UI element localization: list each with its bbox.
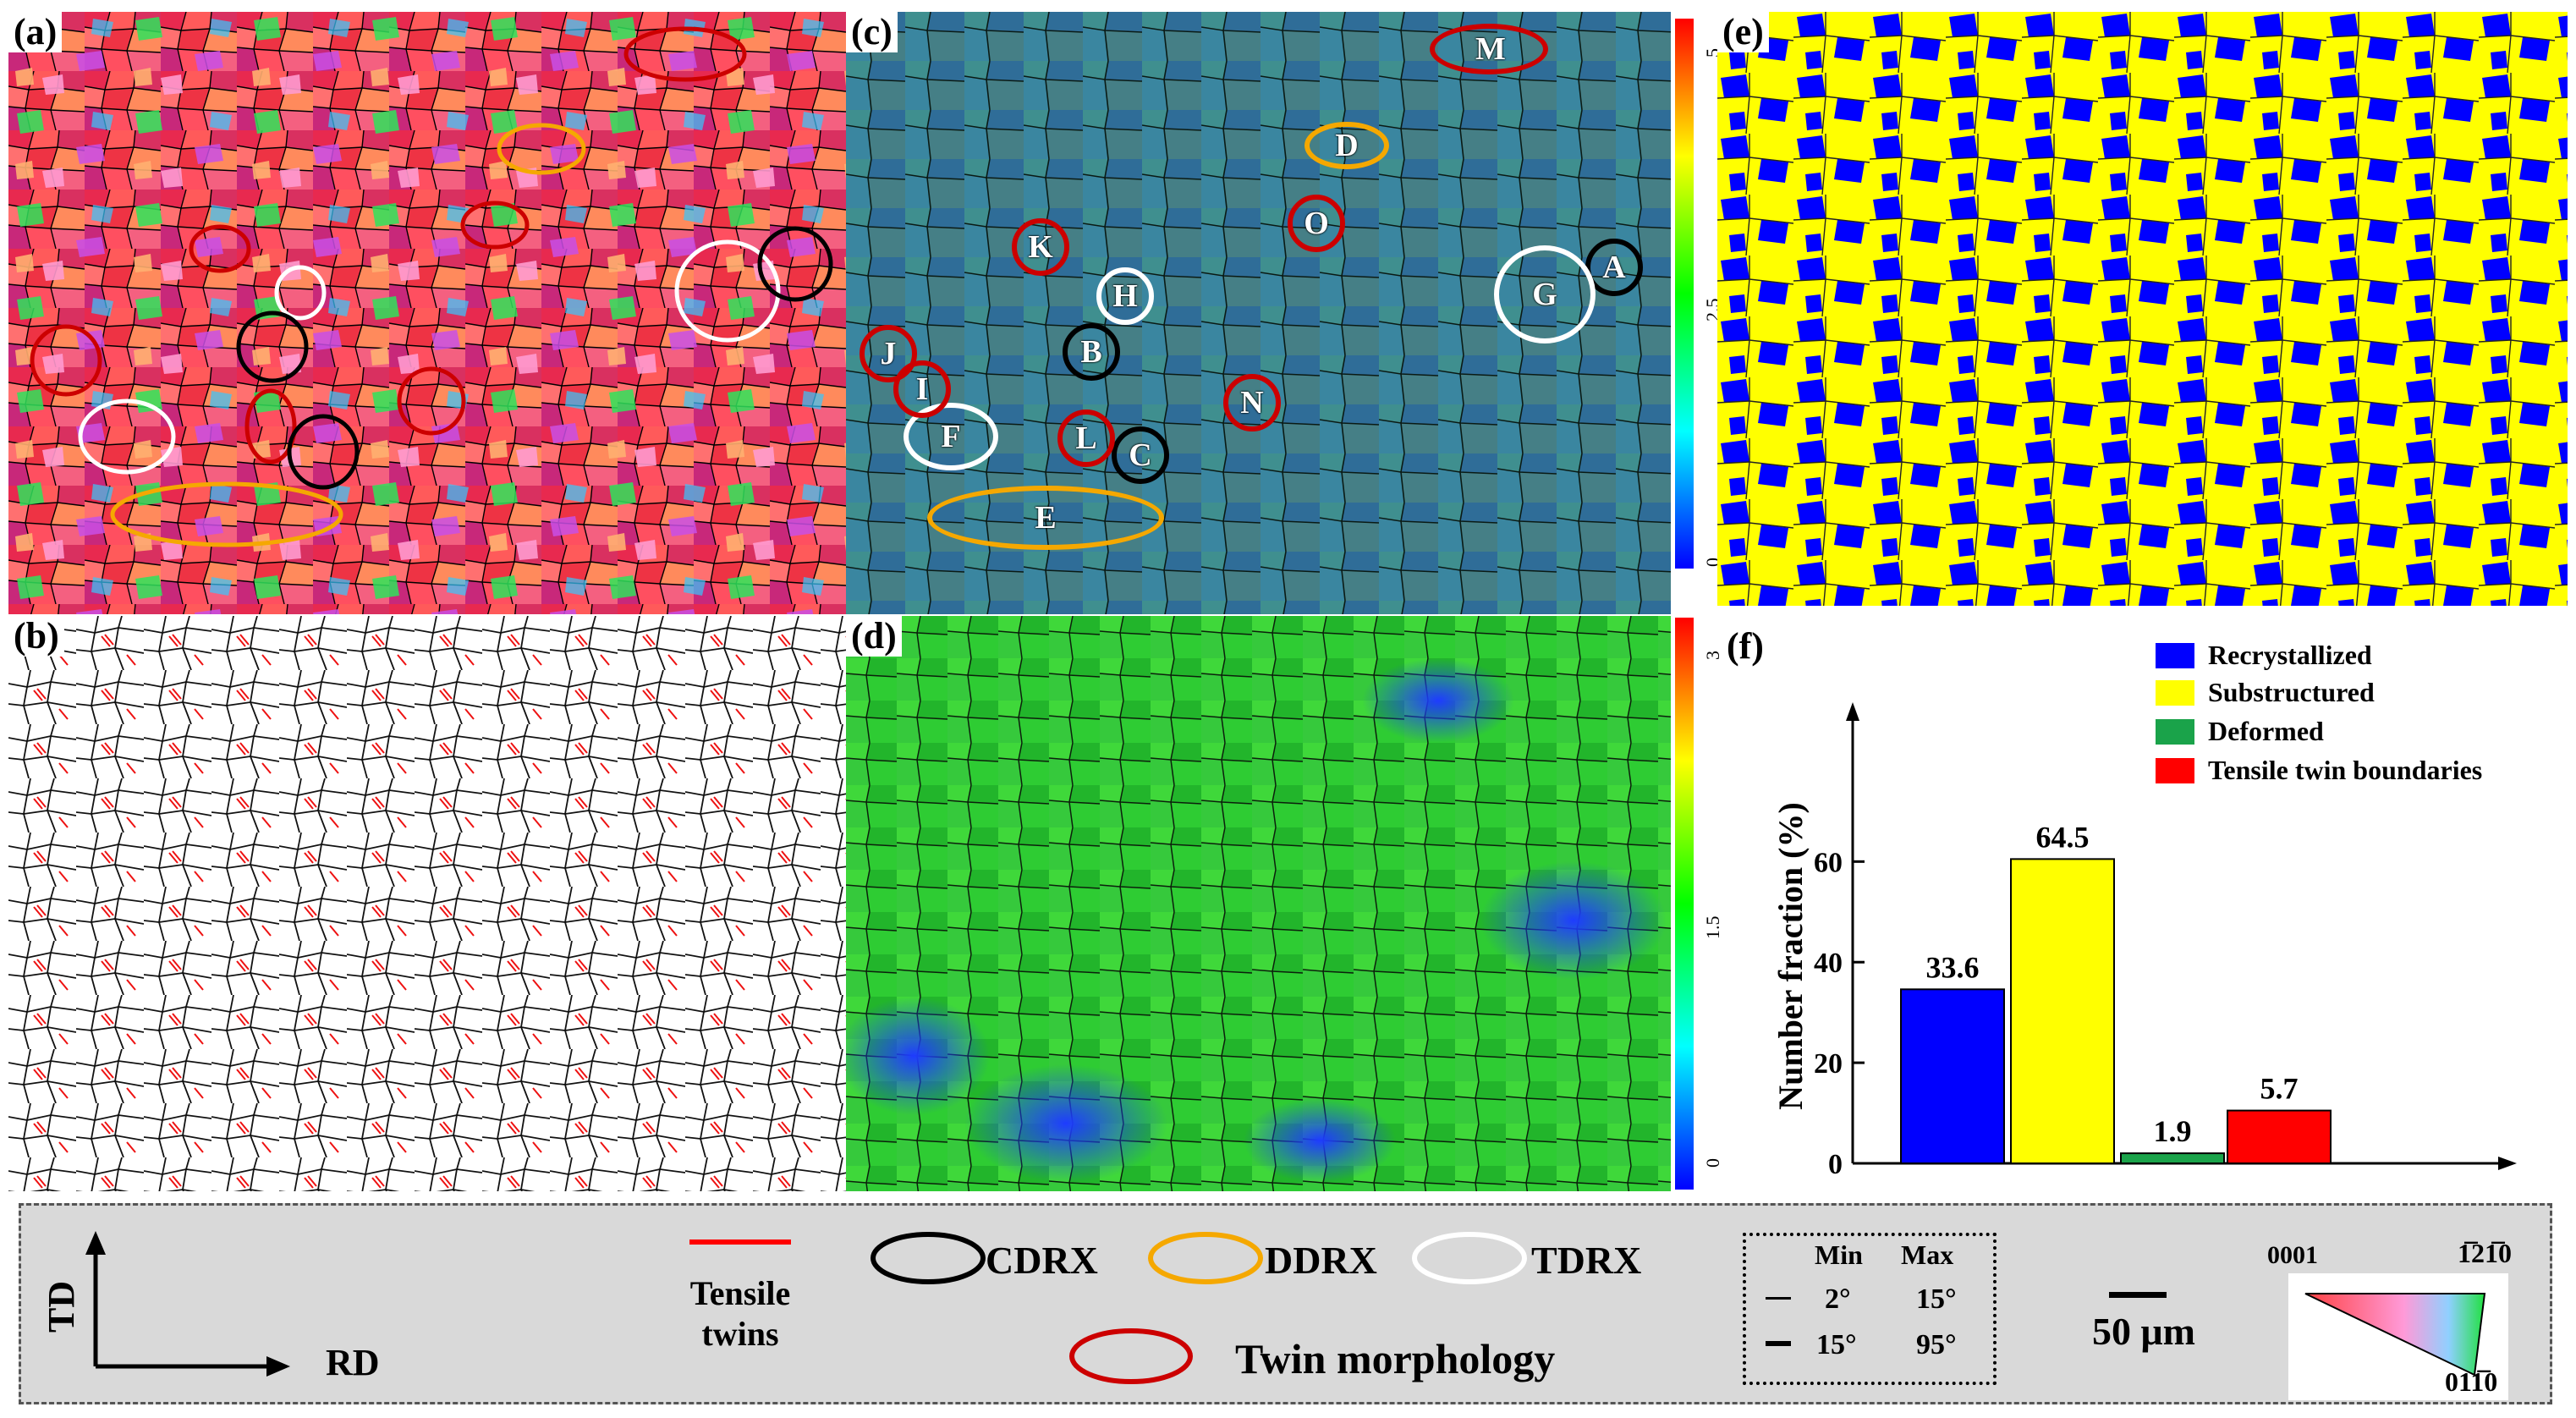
- legend-label-deformed: Deformed: [2208, 716, 2324, 746]
- marker-ring-J: [860, 325, 917, 382]
- marker-label-E: E: [1035, 500, 1057, 536]
- tensile-twins-line: [689, 1239, 791, 1245]
- bar-substructured: [2010, 858, 2115, 1164]
- row2-max: 95°: [1916, 1329, 1957, 1360]
- twin-morphology-label: Twin morphology: [1235, 1335, 1556, 1382]
- marker-ring-H: [1096, 267, 1154, 325]
- y-tick-label-0: 0: [1828, 1149, 1843, 1180]
- chart-f-svg: Number fraction (%) 0 20 40 60 33.6 64.5 1.9 5.…: [1771, 702, 2517, 1180]
- ipf-0110-label: 011̅0: [2445, 1366, 2498, 1397]
- marker-ring-O: [1288, 195, 1345, 252]
- scale-label: 50 μm: [2092, 1310, 2195, 1353]
- chart-f: Number fraction (%) 0 20 40 60 33.6 64.5 1.9 5.…: [1726, 618, 2572, 1201]
- panel-e-map: (e): [1717, 12, 2568, 606]
- bar-value-label-1: 64.5: [2036, 820, 2090, 854]
- marker-ring-L: [1057, 409, 1115, 467]
- legend-swatch-deformed: [2156, 719, 2194, 745]
- legend-label-substructured: Substructured: [2208, 677, 2375, 707]
- panel-d-label: (d): [846, 616, 902, 657]
- panel-d-map: (d): [846, 616, 1671, 1191]
- ipf-0001-label: 0001: [2267, 1241, 2318, 1269]
- bar-value-label-2: 1.9: [2154, 1114, 2192, 1148]
- marker-label-C: C: [1129, 437, 1152, 473]
- colorbar-c: [1675, 19, 1694, 569]
- marker-label-L: L: [1075, 420, 1097, 456]
- scale-bar: [2109, 1292, 2167, 1298]
- panel-b-label: (b): [8, 616, 64, 657]
- marker-ring-G: [1494, 245, 1596, 344]
- marker-ring-E: [927, 486, 1164, 550]
- panel-b-boundary-map: (b): [8, 616, 854, 1191]
- panel-e-label: (e): [1717, 12, 1769, 52]
- marker-label-J: J: [880, 336, 897, 371]
- y-tick-label-20: 20: [1814, 1048, 1843, 1080]
- colorbar-d-tick-0: 0: [1702, 1158, 1723, 1168]
- ddrx-label: DDRX: [1265, 1239, 1377, 1282]
- panel-e-svg: [1717, 12, 2568, 606]
- rd-label: RD: [326, 1342, 380, 1383]
- marker-ring-A: [1585, 239, 1643, 296]
- marker-label-A: A: [1602, 250, 1626, 285]
- legend-label-twin: Tensile twin boundaries: [2208, 755, 2483, 785]
- marker-label-M: M: [1475, 31, 1506, 67]
- bar-recrystallized: [1900, 988, 2005, 1165]
- legend-swatch-substructured: [2156, 680, 2194, 706]
- tdrx-label: TDRX: [1531, 1239, 1642, 1282]
- panel-a-label: (a): [8, 12, 63, 52]
- panel-b-svg: [8, 616, 854, 1191]
- panel-c-label: (c): [846, 12, 898, 52]
- panel-a-ipf-map: (a): [8, 12, 854, 614]
- row2-min: 15°: [1816, 1329, 1857, 1360]
- td-label: TD: [41, 1280, 82, 1333]
- legend-swatch-twin: [2156, 758, 2194, 783]
- marker-label-K: K: [1028, 229, 1053, 265]
- marker-label-O: O: [1304, 206, 1329, 241]
- panel-d-svg: [846, 616, 1671, 1191]
- legend-label-recrystallized: Recrystallized: [2208, 640, 2372, 670]
- max-label: Max: [1901, 1239, 1954, 1270]
- marker-ring-I: [893, 360, 951, 418]
- marker-label-B: B: [1080, 334, 1102, 370]
- marker-label-I: I: [915, 371, 929, 407]
- td-rd-axes: [85, 1231, 290, 1377]
- x-axis-arrow: [2498, 1157, 2517, 1170]
- min-label: Min: [1815, 1239, 1863, 1270]
- legend-swatch-recrystallized: [2156, 643, 2194, 668]
- marker-ring-F: [904, 403, 998, 470]
- cdrx-label: CDRX: [986, 1239, 1098, 1282]
- misorientation-box: [1743, 1233, 1997, 1385]
- marker-label-H: H: [1112, 278, 1138, 314]
- drx-legend-ellipses: [871, 1232, 1527, 1384]
- bar-value-label-0: 33.6: [1926, 950, 1980, 984]
- row1-min: 2°: [1825, 1283, 1851, 1315]
- y-axis-arrow: [1846, 702, 1859, 721]
- marker-ring-C: [1112, 426, 1169, 484]
- marker-ring-B: [1063, 323, 1120, 381]
- bar-value-label-3: 5.7: [2260, 1072, 2299, 1106]
- thick-line-sample: [1766, 1341, 1791, 1346]
- marker-ring-M: [1430, 24, 1548, 74]
- marker-label-D: D: [1335, 128, 1359, 163]
- panel-a-svg: [8, 12, 854, 614]
- legend-strip: TD RD Tensile twins CDRX DDRX TDRX Twin …: [19, 1203, 2552, 1404]
- thin-line-sample: [1766, 1297, 1791, 1300]
- ipf-1210-label: 1̅21̅0: [2458, 1238, 2512, 1268]
- marker-ring-D: [1304, 122, 1389, 169]
- y-tick-label-40: 40: [1814, 948, 1843, 979]
- colorbar-d-tick-1.5: 1.5: [1702, 915, 1723, 940]
- marker-ring-N: [1223, 374, 1281, 431]
- marker-label-N: N: [1240, 385, 1264, 420]
- row1-max: 15°: [1916, 1283, 1957, 1315]
- marker-label-F: F: [941, 419, 961, 454]
- marker-ring-K: [1012, 218, 1069, 276]
- colorbar-d: [1675, 618, 1694, 1190]
- ipf-triangle: [2288, 1273, 2508, 1400]
- bar-tensile-twin-boundaries: [2227, 1109, 2332, 1164]
- marker-label-G: G: [1532, 277, 1557, 312]
- bar-deformed: [2120, 1152, 2225, 1164]
- tensile-twins-label: Tensile twins: [689, 1274, 791, 1353]
- y-tick-label-60: 60: [1814, 847, 1843, 878]
- y-axis-label: Number fraction (%): [1771, 802, 1810, 1110]
- panel-f-label: (f): [1722, 626, 1769, 667]
